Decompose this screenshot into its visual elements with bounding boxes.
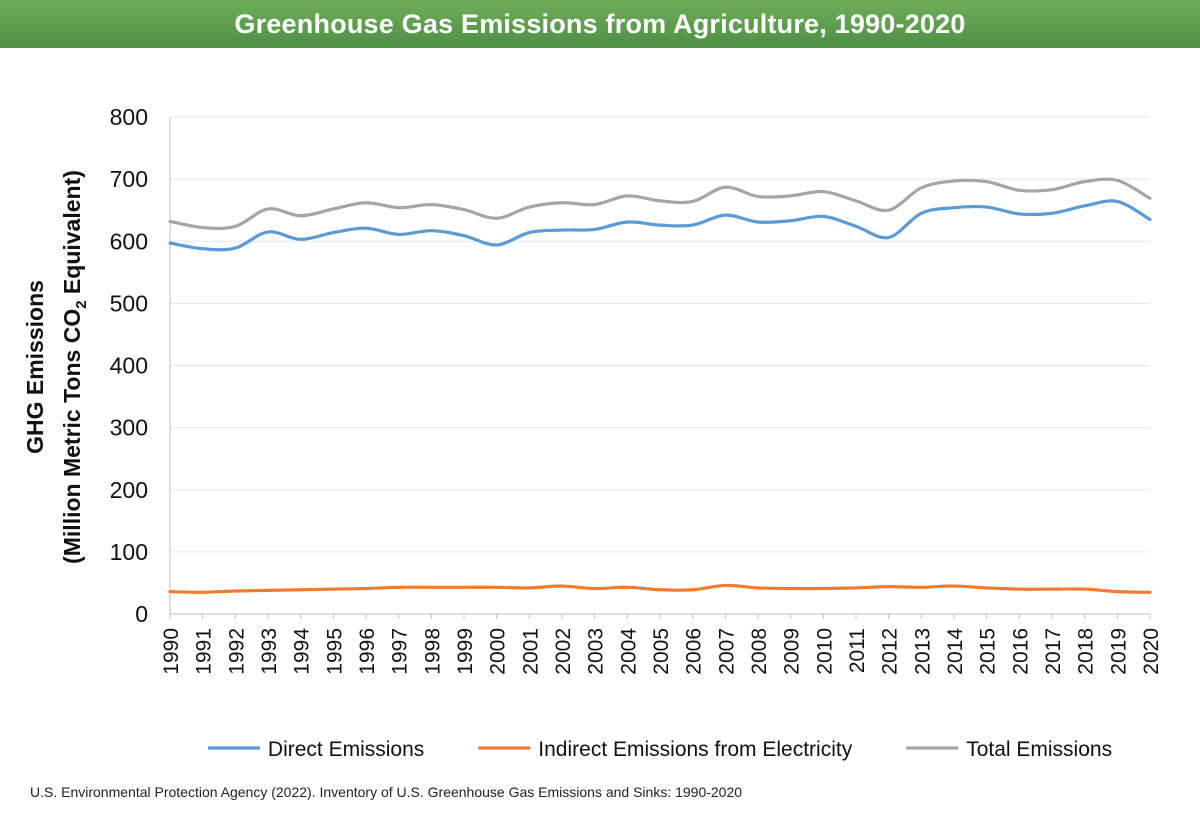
legend-item: Indirect Emissions from Electricity [478, 738, 853, 761]
x-tick-label: 2018 [1075, 628, 1098, 675]
y-tick-label: 200 [110, 477, 148, 503]
legend-item: Direct Emissions [207, 738, 424, 761]
x-tick-label: 1994 [291, 628, 314, 675]
legend-label: Direct Emissions [268, 738, 424, 761]
y-axis-label-units: (Million Metric Tons CO2 Equivalent) [59, 170, 90, 564]
x-tick-label: 2017 [1042, 628, 1065, 675]
y-tick-label: 300 [110, 415, 148, 441]
x-tick-label: 2007 [715, 628, 738, 675]
y-tick-label: 100 [110, 539, 148, 565]
y-tick-label: 0 [135, 601, 148, 627]
legend-item: Total Emissions [906, 738, 1112, 761]
x-tick-label: 1990 [160, 628, 183, 675]
chart-title: Greenhouse Gas Emissions from Agricultur… [0, 0, 1200, 48]
y-tick-label: 800 [110, 104, 148, 130]
source-citation: U.S. Environmental Protection Agency (20… [30, 784, 743, 800]
x-tick-label: 2020 [1140, 628, 1163, 675]
y-tick-label: 400 [110, 353, 148, 379]
x-tick-label: 1991 [193, 628, 216, 675]
x-tick-label: 2014 [944, 628, 967, 675]
x-tick-label: 2003 [585, 628, 608, 675]
x-tick-label: 1999 [454, 628, 477, 675]
x-tick-label: 2015 [977, 628, 1000, 675]
x-tick-label: 1997 [389, 628, 412, 675]
y-axis: 0 100 200 300 400 500 600 700 800 [110, 104, 171, 627]
gridlines [170, 116, 1150, 553]
legend-label: Total Emissions [966, 738, 1112, 761]
series-line-direct-emissions [168, 199, 1152, 252]
x-tick-label: 1996 [356, 628, 379, 675]
y-tick-label: 500 [110, 290, 148, 316]
y-tick-label: 600 [110, 228, 148, 254]
series-line-total-emissions [168, 177, 1152, 231]
x-tick-label: 2016 [1009, 628, 1032, 675]
x-tick-label: 2012 [879, 628, 902, 675]
x-tick-label: 2001 [519, 628, 542, 675]
x-tick-label: 2006 [683, 628, 706, 675]
x-tick-label: 2002 [552, 628, 575, 675]
legend: Direct Emissions Indirect Emissions from … [207, 738, 1112, 761]
x-tick-label: 1993 [258, 628, 281, 675]
x-tick-label: 2005 [650, 628, 673, 675]
series-lines [168, 177, 1152, 594]
x-tick-label: 2019 [1107, 628, 1130, 675]
y-axis-label: GHG Emissions [22, 280, 48, 454]
x-axis: 1990 1991 1992 1993 1994 1995 1996 1997 1998 1999… [160, 613, 1163, 675]
x-tick-label: 2009 [781, 628, 804, 675]
x-tick-label: 2011 [846, 628, 869, 673]
y-tick-label: 700 [110, 166, 148, 192]
x-tick-label: 2000 [487, 628, 510, 675]
x-tick-label: 2013 [911, 628, 934, 675]
legend-label: Indirect Emissions from Electricity [538, 738, 852, 761]
x-tick-label: 2010 [813, 628, 836, 675]
x-tick-label: 2008 [748, 628, 771, 675]
series-line-indirect-emissions-from-electricity [168, 583, 1152, 594]
x-tick-label: 1992 [225, 628, 248, 675]
x-tick-label: 1995 [323, 628, 346, 675]
x-tick-label: 2004 [617, 628, 640, 675]
x-tick-label: 1998 [421, 628, 444, 675]
